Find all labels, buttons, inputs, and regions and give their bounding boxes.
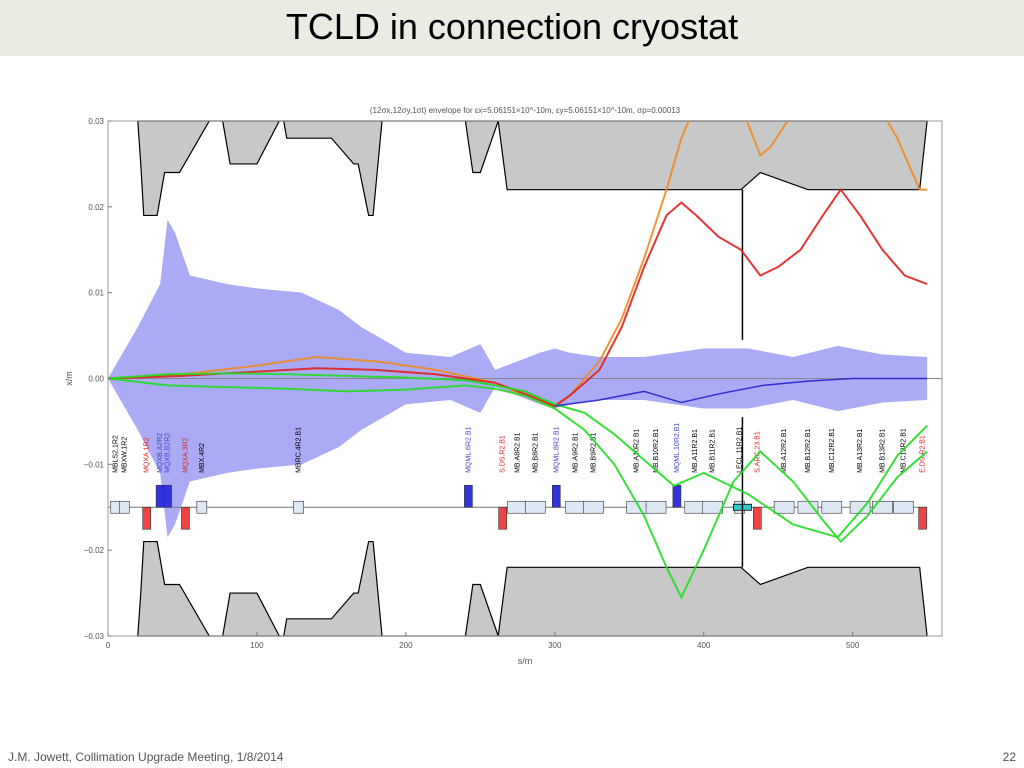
- element-label: MQML.6R2.B1: [465, 427, 472, 473]
- y-axis-label: x/m: [64, 371, 74, 386]
- series-line-green: [108, 372, 928, 539]
- x-tick-label: 200: [399, 641, 413, 650]
- lattice-element: [892, 500, 914, 514]
- lattice-element: [821, 500, 843, 514]
- lattice-element: [196, 500, 208, 514]
- element-label: MB.B13R2.B1: [879, 428, 886, 472]
- element-label: LECL.11R2.B1: [736, 427, 743, 473]
- x-tick-label: 400: [697, 641, 711, 650]
- lattice-element: [684, 500, 706, 514]
- element-label: MQML.8R2.B1: [553, 427, 560, 473]
- lattice-element: [849, 500, 871, 514]
- element-label: MBRC.4R2.B1: [296, 427, 303, 473]
- element-label: S.ARC.23.B1: [754, 431, 761, 473]
- slide-title-bar: [0, 0, 1024, 56]
- y-tick-label: 0.03: [88, 117, 104, 126]
- aperture-upper: [137, 120, 928, 217]
- x-tick-label: 500: [846, 641, 860, 650]
- lattice-element: [181, 506, 190, 530]
- y-tick-label: −0.03: [84, 632, 105, 641]
- lattice-element: [773, 500, 795, 514]
- element-label: MB.C12R2.B1: [829, 428, 836, 473]
- x-tick-label: 100: [250, 641, 264, 650]
- element-label: MQML.10R2.B1: [674, 423, 681, 473]
- element-label: MB.A13R2.B1: [857, 428, 864, 472]
- y-tick-label: 0.00: [88, 375, 104, 384]
- lattice-element: [293, 500, 304, 514]
- lattice-element: [753, 506, 762, 530]
- element-label: MQXB.B2R2: [165, 433, 172, 473]
- lattice-element: [119, 500, 130, 514]
- element-label: MQXA.3R2: [182, 437, 189, 473]
- lattice-element: [672, 484, 682, 508]
- y-tick-label: −0.02: [84, 546, 105, 555]
- footer-author: J.M. Jowett, Collimation Upgrade Meeting…: [8, 750, 284, 764]
- element-label: MQXB.A2R2: [157, 433, 164, 473]
- element-label: MQXA.1R2: [144, 437, 151, 473]
- element-label: MB.B11R2.B1: [710, 429, 717, 473]
- element-label: MBXW.1R2: [121, 437, 128, 473]
- lattice-element: [551, 484, 561, 508]
- y-tick-label: 0.02: [88, 203, 104, 212]
- y-tick-label: 0.01: [88, 289, 104, 298]
- y-tick-label: −0.01: [84, 460, 105, 469]
- x-axis-label: s/m: [518, 656, 533, 666]
- lattice-element: [872, 500, 893, 514]
- element-label: MB.A11R2.B1: [692, 429, 699, 473]
- element-label: MBLS2.1R2: [112, 435, 119, 473]
- lattice-element: [918, 506, 927, 530]
- element-label: MBX.4R2: [199, 443, 206, 473]
- series-line-orange: [745, 121, 928, 191]
- lattice-element: [507, 500, 528, 514]
- series-line-green: [108, 377, 928, 600]
- lattice-element: [645, 500, 667, 514]
- lattice-element: [110, 500, 121, 514]
- element-label: MB.A8R2.B1: [515, 432, 522, 473]
- x-tick-label: 300: [548, 641, 562, 650]
- lattice-element: [142, 506, 152, 530]
- lattice-element: [498, 506, 507, 530]
- element-label: MB.B8R2.B1: [532, 432, 539, 473]
- element-label: MB.A12R2.B1: [781, 428, 788, 472]
- lattice-element: [525, 500, 546, 514]
- lattice-element: [583, 500, 604, 514]
- series-line-blue: [554, 377, 928, 407]
- element-label: MB.A9R2.B1: [573, 432, 580, 473]
- element-label: MB.B12R2.B1: [805, 428, 812, 472]
- slide-title: TCLD in connection cryostat: [285, 6, 739, 47]
- element-label: MB.A10R2.B1: [634, 428, 641, 472]
- chart-title: (12σx,12σy,1σt) envelope for εx=5.06151×…: [370, 106, 681, 115]
- lattice-element: [163, 484, 172, 508]
- aperture-lower: [137, 540, 928, 637]
- page-number: 22: [1002, 750, 1016, 764]
- series-line-red: [108, 187, 928, 408]
- x-tick-label: 0: [106, 641, 111, 650]
- lattice-element: [464, 484, 473, 508]
- element-label: MB.B9R2.B1: [591, 432, 598, 473]
- element-label: MB.B10R2.B1: [653, 428, 660, 472]
- lattice-element: [155, 484, 165, 508]
- lattice-element: [565, 500, 586, 514]
- element-label: S.DS.R2.B1: [500, 435, 507, 473]
